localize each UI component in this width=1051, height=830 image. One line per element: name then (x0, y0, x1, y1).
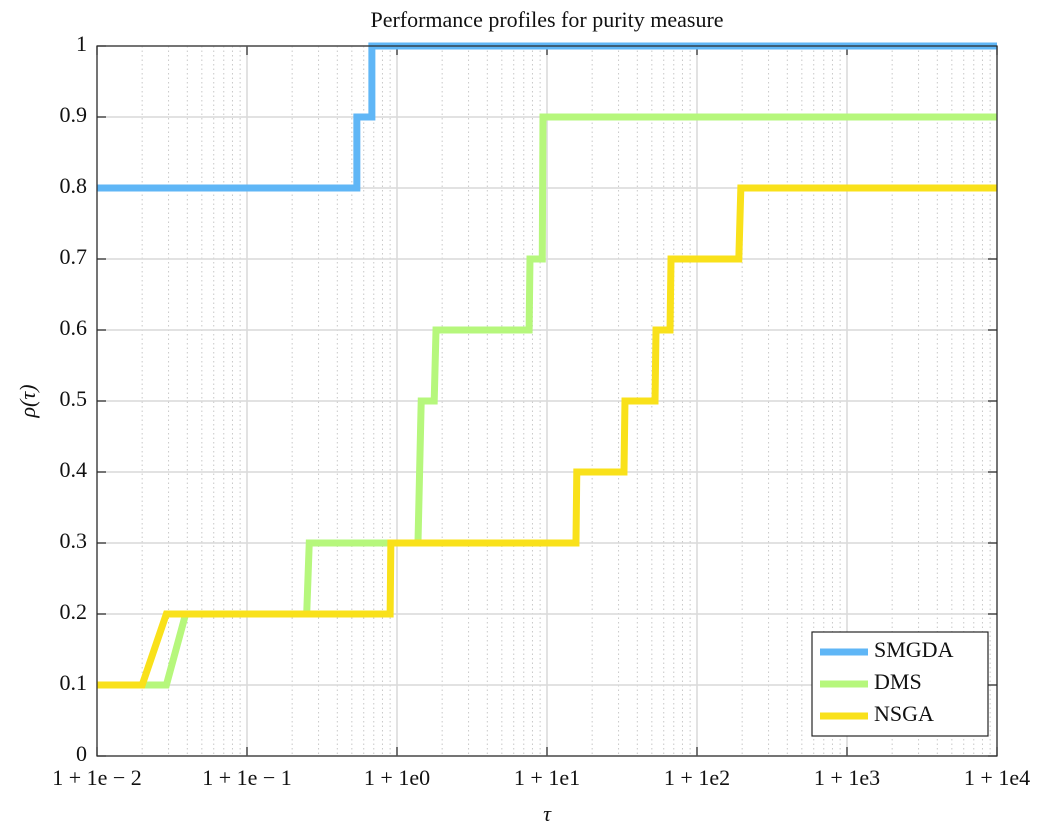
x-axis-label: τ (543, 801, 552, 826)
y-tick-label: 0.1 (60, 670, 88, 695)
x-tick-label: 1 + 1e4 (964, 765, 1030, 790)
x-tick-label: 1 + 1e2 (664, 765, 730, 790)
x-tick-label: 1 + 1e − 1 (202, 765, 292, 790)
x-tick-label: 1 + 1e0 (364, 765, 430, 790)
x-tick-label: 1 + 1e − 2 (52, 765, 142, 790)
y-tick-label: 1 (76, 31, 87, 56)
y-tick-label: 0.8 (60, 173, 88, 198)
x-tick-label: 1 + 1e3 (814, 765, 880, 790)
legend-label: DMS (874, 669, 922, 694)
legend-label: NSGA (874, 701, 934, 726)
y-tick-label: 0 (76, 741, 87, 766)
legend-label: SMGDA (874, 637, 954, 662)
y-tick-label: 0.9 (60, 102, 88, 127)
y-tick-label: 0.2 (60, 599, 88, 624)
axes-box (96, 45, 998, 757)
x-tick-label: 1 + 1e1 (514, 765, 580, 790)
legend: SMGDA DMS NSGA (811, 631, 989, 737)
y-tick-label: 0.4 (60, 457, 88, 482)
y-tick-label: 0.6 (60, 315, 88, 340)
series-line (97, 184, 997, 689)
y-tick-label: 0.3 (60, 528, 88, 553)
y-tick-label: 0.7 (60, 244, 88, 269)
chart-title: Performance profiles for purity measure (370, 7, 723, 32)
y-tick-label: 0.5 (60, 386, 88, 411)
y-axis-label: ρ(τ) (15, 384, 40, 418)
